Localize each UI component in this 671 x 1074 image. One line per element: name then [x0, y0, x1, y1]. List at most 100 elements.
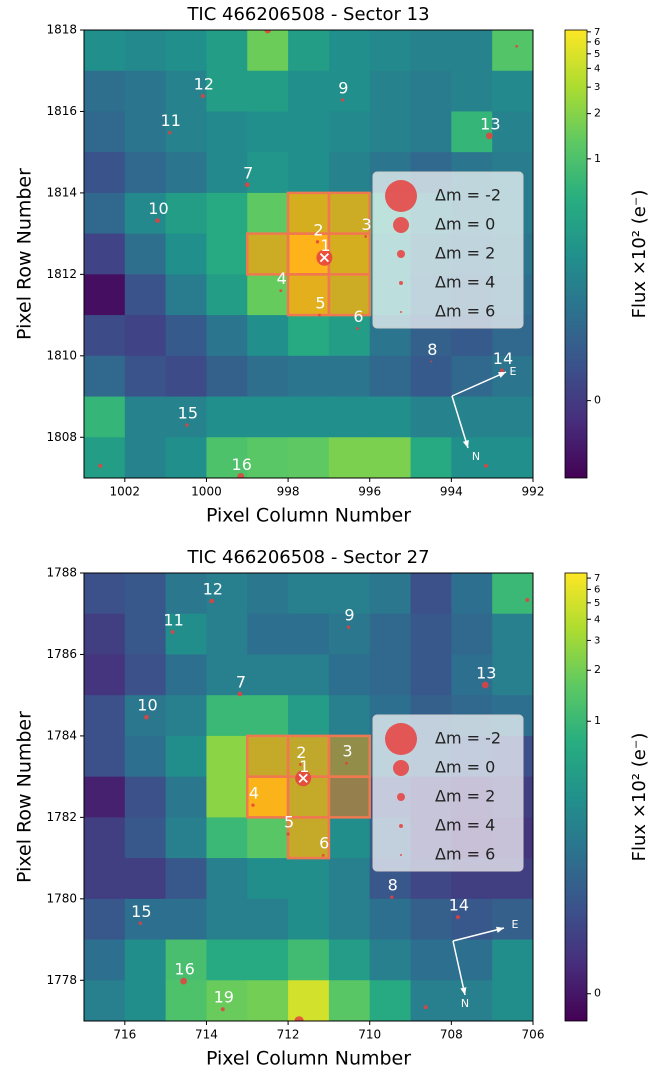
pixel-cell	[84, 817, 126, 859]
pixel-cell	[124, 274, 167, 316]
pixel-cell	[165, 613, 207, 655]
pixel-cell	[84, 735, 126, 778]
legend-label: Δm = 6	[435, 302, 495, 321]
star	[200, 93, 205, 98]
pixel-cell	[165, 192, 207, 235]
pixel-cell	[451, 355, 493, 398]
legend-label: Δm = 0	[435, 758, 495, 777]
colorbar-tick-label: 4	[594, 614, 600, 625]
pixel-cell	[124, 939, 167, 981]
pixel-cell	[165, 437, 207, 478]
pixel-cell	[492, 898, 533, 941]
pixel-cell	[206, 396, 248, 438]
pixel-cell	[206, 980, 248, 1021]
pixel-cell	[206, 274, 248, 316]
aperture-pixel	[286, 191, 331, 235]
y-tick-label: 1816	[46, 104, 77, 118]
pixel-cell	[206, 776, 248, 818]
pixel-cell	[369, 980, 412, 1021]
colorbar-tick-label: 3	[594, 82, 600, 93]
star-label: 4	[249, 784, 259, 803]
pixel-cell	[288, 437, 330, 478]
pixel-cell	[451, 30, 493, 72]
compass-arrowhead	[496, 926, 504, 933]
pixel-cell	[124, 654, 167, 696]
x-tick-label: 714	[195, 1028, 218, 1042]
legend-box	[372, 714, 524, 872]
pixel-cell	[206, 613, 248, 655]
pixel-cell	[165, 858, 207, 900]
colorbar-tick-label: 7	[594, 573, 600, 584]
pixel-cell	[206, 898, 248, 941]
compass-label: N	[472, 450, 480, 463]
legend-label: Δm = 4	[435, 816, 495, 835]
colorbar-tick-label: 1	[594, 714, 601, 727]
pixel-cell	[451, 613, 493, 655]
pixel-cell	[165, 396, 207, 438]
star	[298, 763, 302, 766]
pixel-cell	[328, 355, 371, 398]
star-label: 5	[284, 813, 294, 832]
pixel-cell	[410, 573, 452, 615]
pixel-cell	[206, 735, 248, 778]
star	[423, 1005, 428, 1010]
star-label: 2	[296, 743, 306, 762]
y-tick-label: 1788	[46, 566, 77, 580]
star	[185, 423, 189, 427]
legend-label: Δm = 2	[435, 244, 495, 263]
pixel-cell	[369, 111, 412, 153]
y-tick-label: 1812	[46, 267, 77, 281]
pixel-cell	[84, 315, 126, 357]
star	[244, 182, 250, 188]
star-label: 2	[313, 220, 323, 239]
pixel-cell	[288, 654, 330, 696]
pixel-cell	[328, 817, 371, 859]
star-label: 14	[449, 896, 469, 915]
pixel-cell	[84, 437, 126, 478]
y-tick-label: 1818	[46, 23, 77, 37]
x-axis-label: Pixel Column Number	[206, 505, 411, 527]
pixel-cell	[124, 111, 167, 153]
compass-arrow	[452, 927, 505, 942]
star-label: 9	[338, 79, 348, 98]
chart-title: TIC 466206508 - Sector 13	[186, 4, 429, 25]
star-label: 6	[319, 834, 329, 853]
pixel-cell	[288, 315, 330, 357]
pixel-cell	[247, 695, 289, 737]
pixel-cell	[369, 70, 412, 112]
pixel-cell	[288, 30, 330, 72]
star	[356, 327, 359, 330]
compass-label: E	[510, 365, 517, 378]
pixel-cell	[206, 192, 248, 235]
x-tick-label: 992	[522, 485, 545, 499]
pixel-cell	[328, 30, 371, 72]
star-label: 16	[232, 455, 252, 474]
pixel-cell	[84, 233, 126, 275]
pixel-cell	[492, 654, 533, 696]
pixel-cell	[247, 573, 289, 615]
pixel-cell	[492, 30, 533, 72]
star	[155, 218, 160, 223]
pixel-cell	[206, 437, 248, 478]
colorbar-tick-label: 5	[594, 49, 600, 60]
star-label: 4	[277, 269, 287, 288]
legend-label: Δm = 2	[435, 787, 495, 806]
pixel-cell	[165, 898, 207, 941]
pixel-cell	[410, 613, 452, 655]
pixel-cell	[206, 817, 248, 859]
pixel-cell	[288, 939, 330, 981]
legend-label: Δm = 6	[435, 845, 495, 864]
star-label: 5	[315, 294, 325, 313]
y-tick-label: 1786	[46, 647, 77, 661]
pixel-cell	[247, 30, 289, 72]
pixel-cell	[84, 70, 126, 112]
x-tick-label: 710	[358, 1028, 381, 1042]
star	[345, 761, 348, 765]
pixel-cell	[84, 355, 126, 398]
pixel-cell	[84, 654, 126, 696]
pixel-cell	[84, 776, 126, 818]
star	[321, 853, 325, 857]
aperture-pixel	[327, 273, 371, 317]
pixel-cell	[124, 70, 167, 112]
pixel-cell	[124, 613, 167, 655]
